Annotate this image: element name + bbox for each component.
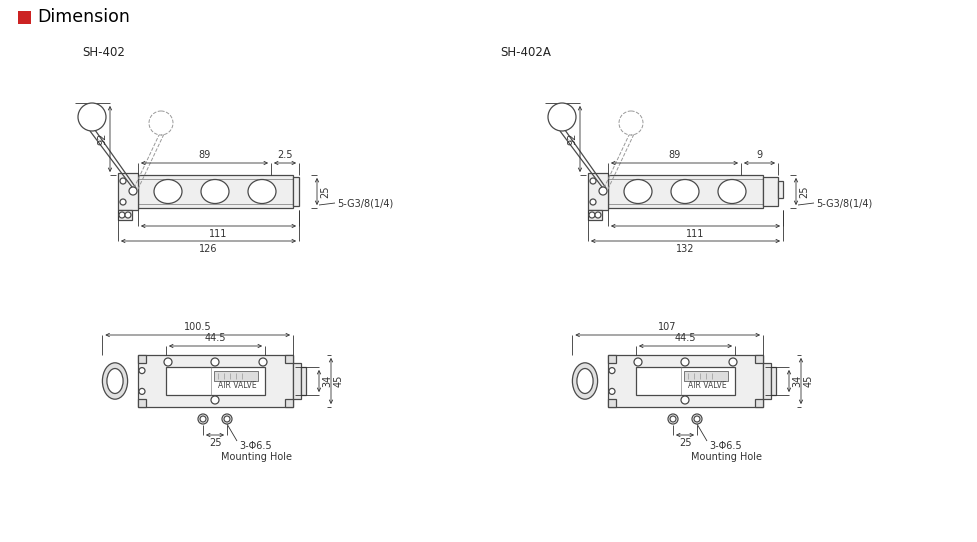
Circle shape: [211, 358, 219, 366]
Circle shape: [222, 414, 232, 424]
Ellipse shape: [103, 363, 127, 399]
Ellipse shape: [572, 363, 597, 399]
Text: AIR VALVE: AIR VALVE: [218, 380, 256, 390]
Bar: [284, 355, 293, 363]
Bar: [778, 181, 783, 198]
Bar: [166, 367, 265, 395]
Circle shape: [680, 358, 688, 366]
Text: 44.5: 44.5: [674, 333, 696, 343]
Circle shape: [667, 414, 677, 424]
Text: 3-Φ6.5: 3-Φ6.5: [238, 441, 272, 451]
Circle shape: [609, 367, 615, 373]
Text: 25: 25: [798, 185, 808, 198]
Bar: [608, 399, 616, 407]
Circle shape: [589, 199, 595, 205]
Text: 5-G3/8(1/4): 5-G3/8(1/4): [815, 198, 871, 208]
Bar: [587, 210, 602, 220]
Circle shape: [728, 358, 737, 366]
Circle shape: [633, 358, 641, 366]
Bar: [762, 177, 778, 206]
Circle shape: [164, 358, 172, 366]
Text: 25: 25: [319, 185, 329, 198]
Circle shape: [589, 178, 595, 184]
Bar: [138, 355, 293, 407]
Circle shape: [120, 199, 126, 205]
Text: 45: 45: [803, 375, 813, 387]
Circle shape: [78, 103, 106, 131]
Bar: [608, 355, 616, 363]
Circle shape: [692, 414, 701, 424]
Ellipse shape: [248, 179, 276, 203]
Text: Mounting Hole: Mounting Hole: [221, 452, 292, 462]
Bar: [138, 175, 293, 208]
Circle shape: [129, 187, 137, 195]
Circle shape: [588, 212, 594, 218]
Circle shape: [594, 212, 601, 218]
Text: 3-Φ6.5: 3-Φ6.5: [708, 441, 741, 451]
Text: 107: 107: [658, 322, 676, 332]
Text: AIR VALVE: AIR VALVE: [687, 380, 726, 390]
Circle shape: [547, 103, 575, 131]
Ellipse shape: [623, 179, 652, 203]
Text: SH-402A: SH-402A: [499, 46, 550, 59]
Bar: [18, 11, 31, 24]
Bar: [754, 355, 762, 363]
Ellipse shape: [717, 179, 745, 203]
Bar: [762, 363, 770, 399]
Bar: [118, 210, 132, 220]
Text: 45: 45: [334, 375, 344, 387]
Bar: [284, 399, 293, 407]
Circle shape: [119, 212, 125, 218]
Bar: [608, 355, 762, 407]
Bar: [683, 371, 727, 381]
Circle shape: [211, 396, 219, 404]
Text: 92: 92: [97, 133, 106, 145]
Text: 100.5: 100.5: [184, 322, 211, 332]
Text: 126: 126: [199, 244, 218, 254]
Text: 132: 132: [675, 244, 694, 254]
Bar: [635, 367, 735, 395]
Bar: [301, 367, 306, 395]
Text: 34: 34: [791, 375, 801, 387]
Text: Mounting Hole: Mounting Hole: [691, 452, 761, 462]
Bar: [118, 173, 138, 210]
Bar: [213, 371, 258, 381]
Text: 89: 89: [198, 150, 210, 160]
Bar: [770, 367, 775, 395]
Text: 34: 34: [321, 375, 331, 387]
Text: 111: 111: [686, 229, 704, 239]
Circle shape: [120, 178, 126, 184]
Bar: [754, 399, 762, 407]
Circle shape: [259, 358, 267, 366]
Text: 5-G3/8(1/4): 5-G3/8(1/4): [337, 198, 393, 208]
Bar: [587, 173, 608, 210]
Circle shape: [680, 396, 688, 404]
Ellipse shape: [153, 179, 182, 203]
Bar: [293, 177, 299, 206]
Circle shape: [197, 414, 208, 424]
Text: 111: 111: [209, 229, 228, 239]
Circle shape: [139, 367, 145, 373]
Text: 25: 25: [208, 438, 221, 448]
Ellipse shape: [106, 369, 123, 393]
Text: 92: 92: [567, 133, 576, 145]
Text: SH-402: SH-402: [82, 46, 125, 59]
Text: 44.5: 44.5: [204, 333, 226, 343]
Text: 9: 9: [755, 150, 762, 160]
Bar: [608, 175, 762, 208]
Ellipse shape: [576, 369, 592, 393]
Circle shape: [609, 389, 615, 395]
Bar: [293, 363, 301, 399]
Ellipse shape: [670, 179, 699, 203]
Bar: [138, 399, 146, 407]
Text: Dimension: Dimension: [37, 8, 130, 26]
Bar: [138, 355, 146, 363]
Text: 25: 25: [678, 438, 691, 448]
Circle shape: [125, 212, 131, 218]
Ellipse shape: [201, 179, 229, 203]
Text: 2.5: 2.5: [276, 150, 292, 160]
Text: 89: 89: [667, 150, 680, 160]
Circle shape: [139, 389, 145, 395]
Circle shape: [598, 187, 607, 195]
